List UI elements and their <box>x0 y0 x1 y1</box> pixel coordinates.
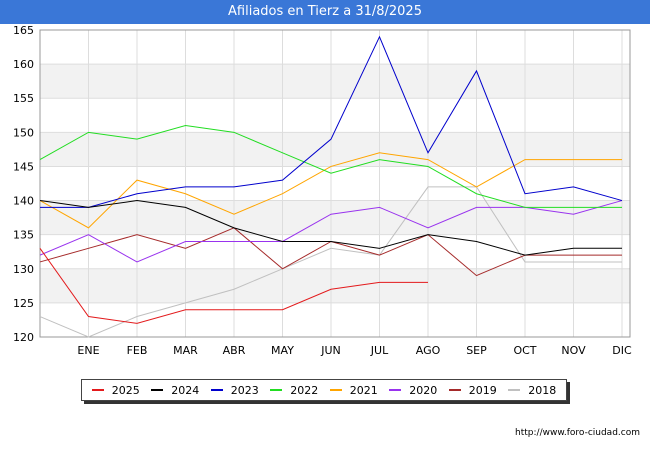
legend-label: 2018 <box>528 383 557 397</box>
legend-item-2020: 2020 <box>389 384 437 397</box>
y-tick-label: 125 <box>13 297 34 310</box>
plot-border <box>39 29 631 338</box>
legend-item-2021: 2021 <box>329 383 378 397</box>
x-tick-label: ENE <box>77 344 99 357</box>
y-tick-label: 135 <box>13 229 34 242</box>
chart-title: Afiliados en Tierz a 31/8/2025 <box>0 0 650 24</box>
legend-label: 2023 <box>230 383 259 397</box>
y-tick-label: 145 <box>13 160 34 173</box>
legend-swatch <box>151 389 164 391</box>
grid-band <box>40 64 630 99</box>
legend-label: 2021 <box>349 383 378 397</box>
legend-swatch <box>329 389 342 391</box>
legend-label: 2019 <box>468 383 497 397</box>
legend-item-2025: 2025 <box>91 383 140 397</box>
legend-label: 2025 <box>111 383 140 397</box>
legend-swatch <box>508 389 521 391</box>
x-tick-label: ABR <box>223 344 246 357</box>
series-line-2023 <box>40 35 623 208</box>
legend-item-2022: 2022 <box>270 384 318 397</box>
series-line-2025 <box>39 248 428 324</box>
legend-item-2024: 2024 <box>151 384 199 397</box>
legend-item-2019: 2019 <box>448 383 497 397</box>
x-tick-label: FEB <box>127 344 148 357</box>
series-line-2022 <box>39 125 622 208</box>
x-tick-label: MAY <box>271 344 294 357</box>
legend-item-2018: 2018 <box>508 384 556 397</box>
legend-swatch <box>448 389 461 391</box>
y-tick-label: 155 <box>13 92 34 105</box>
source-url: http://www.foro-ciudad.com <box>515 428 640 438</box>
legend-label: 2020 <box>409 383 438 397</box>
y-tick-label: 120 <box>13 331 34 344</box>
y-tick-label: 140 <box>13 195 34 208</box>
grid-band <box>40 268 630 303</box>
series-line-2018 <box>39 186 622 338</box>
x-tick-label: MAR <box>173 344 198 357</box>
legend-item-2023: 2023 <box>210 383 259 397</box>
y-tick-label: 150 <box>13 126 34 139</box>
series-line-2024 <box>39 200 622 256</box>
x-tick-label: NOV <box>561 344 586 357</box>
x-tick-label: OCT <box>513 344 536 357</box>
x-tick-label: AGO <box>416 344 441 357</box>
y-tick-label: 165 <box>13 24 34 37</box>
x-tick-label: SEP <box>466 344 487 357</box>
legend-swatch <box>270 389 283 391</box>
legend-swatch <box>210 389 223 391</box>
legend: 2025 2024 2023 2022 2021 2020 2019 2018 <box>81 379 567 401</box>
legend-label: 2022 <box>290 383 319 397</box>
x-tick-label: DIC <box>612 344 632 357</box>
x-tick-label: JUL <box>370 344 389 357</box>
x-tick-label: JUN <box>320 344 341 357</box>
y-tick-label: 130 <box>13 263 34 276</box>
y-tick-label: 160 <box>13 58 34 71</box>
grid-band <box>40 132 630 167</box>
legend-label: 2024 <box>171 383 200 397</box>
legend-swatch <box>389 389 402 391</box>
series-line-2021 <box>39 152 622 229</box>
legend-swatch <box>91 389 104 391</box>
grid-band <box>40 200 630 235</box>
